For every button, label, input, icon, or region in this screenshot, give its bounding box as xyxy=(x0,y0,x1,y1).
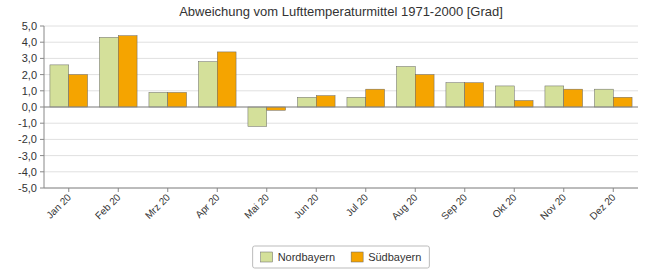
x-tick-label: Apr 20 xyxy=(193,191,222,220)
bar xyxy=(495,86,514,107)
bar xyxy=(69,75,88,107)
y-tick xyxy=(40,26,44,27)
bar xyxy=(347,97,366,107)
x-tick-label: Sep 20 xyxy=(439,191,469,221)
bar xyxy=(99,37,118,107)
grid-line xyxy=(44,123,638,124)
chart-container: Abweichung vom Lufttemperaturmittel 1971… xyxy=(0,0,650,272)
y-tick xyxy=(40,155,44,156)
x-axis: Jan 20 Feb 20 Mrz 20 Apr 20 Mai 20 Jun 20 Jul … xyxy=(44,188,638,222)
y-tick-label: 3,0 xyxy=(22,52,37,64)
y-tick-label: 2,0 xyxy=(22,69,37,81)
x-tick-label: Aug 20 xyxy=(389,191,419,221)
y-tick-label: 4,0 xyxy=(22,36,37,48)
legend-frame xyxy=(253,246,430,268)
y-tick xyxy=(40,107,44,108)
y-tick xyxy=(40,139,44,140)
y-tick xyxy=(40,188,44,189)
bar xyxy=(316,96,335,107)
x-tick xyxy=(217,188,218,192)
x-tick-label: Feb 20 xyxy=(93,191,123,221)
x-tick xyxy=(613,188,614,192)
bar xyxy=(446,83,465,107)
bar xyxy=(564,89,583,107)
y-tick-label: -4,0 xyxy=(18,166,37,178)
zero-line xyxy=(44,107,638,108)
x-tick-label: Mrz 20 xyxy=(143,191,173,221)
x-tick xyxy=(464,188,465,192)
x-axis-line xyxy=(44,188,638,189)
bar xyxy=(514,101,533,107)
x-tick-label: Okt 20 xyxy=(490,191,519,220)
grid-line xyxy=(44,107,638,108)
bars xyxy=(50,36,632,127)
y-tick xyxy=(40,42,44,43)
bar xyxy=(613,97,632,107)
x-tick xyxy=(415,188,416,192)
bar xyxy=(50,65,69,107)
y-tick-label: 5,0 xyxy=(22,20,37,32)
x-tick xyxy=(118,188,119,192)
x-tick-label: Dez 20 xyxy=(587,191,617,221)
x-tick-label: Nov 20 xyxy=(538,191,568,221)
bar xyxy=(594,89,613,107)
y-tick-label: -1,0 xyxy=(18,117,37,129)
grid-line xyxy=(44,188,638,189)
legend: Nordbayern Südbayern xyxy=(253,246,430,268)
x-tick xyxy=(365,188,366,192)
y-tick-label: 1,0 xyxy=(22,85,37,97)
bar xyxy=(366,89,385,107)
grid-line xyxy=(44,26,638,27)
chart-title: Abweichung vom Lufttemperaturmittel 1971… xyxy=(179,4,503,19)
bar xyxy=(415,75,434,107)
x-tick-label: Mai 20 xyxy=(242,191,271,220)
y-tick-label: -5,0 xyxy=(18,182,37,194)
y-tick-label: -2,0 xyxy=(18,133,37,145)
bar xyxy=(297,97,316,107)
chart-svg: Abweichung vom Lufttemperaturmittel 1971… xyxy=(0,0,650,272)
y-tick xyxy=(40,90,44,91)
bar xyxy=(198,62,217,107)
x-tick xyxy=(68,188,69,192)
y-tick-label: 0,0 xyxy=(22,101,37,113)
legend-swatch xyxy=(351,252,363,262)
grid-line xyxy=(44,171,638,172)
bar xyxy=(217,52,236,107)
y-axis: -5,0 -4,0 -3,0 -2,0 -1,0 0,0 1,0 2,0 3,0 4,0 5,0 xyxy=(18,20,638,194)
bar xyxy=(149,92,168,107)
y-tick xyxy=(40,74,44,75)
y-tick-label: -3,0 xyxy=(18,150,37,162)
x-tick xyxy=(316,188,317,192)
x-tick-label: Jun 20 xyxy=(292,191,321,220)
x-tick xyxy=(266,188,267,192)
x-tick xyxy=(167,188,168,192)
bar xyxy=(545,86,564,107)
x-tick-label: Jan 20 xyxy=(44,191,73,220)
bar xyxy=(396,67,415,108)
legend-swatch xyxy=(261,252,273,262)
x-tick-label: Jul 20 xyxy=(344,191,371,218)
x-tick xyxy=(514,188,515,192)
y-tick xyxy=(40,58,44,59)
bar xyxy=(465,83,484,107)
grid-line xyxy=(44,155,638,156)
legend-label: Südbayern xyxy=(368,251,421,263)
y-tick xyxy=(40,123,44,124)
y-tick xyxy=(40,171,44,172)
bar xyxy=(118,36,137,107)
bar xyxy=(248,107,267,126)
grid-line xyxy=(44,139,638,140)
x-tick xyxy=(563,188,564,192)
bar xyxy=(168,92,187,107)
legend-label: Nordbayern xyxy=(278,251,335,263)
